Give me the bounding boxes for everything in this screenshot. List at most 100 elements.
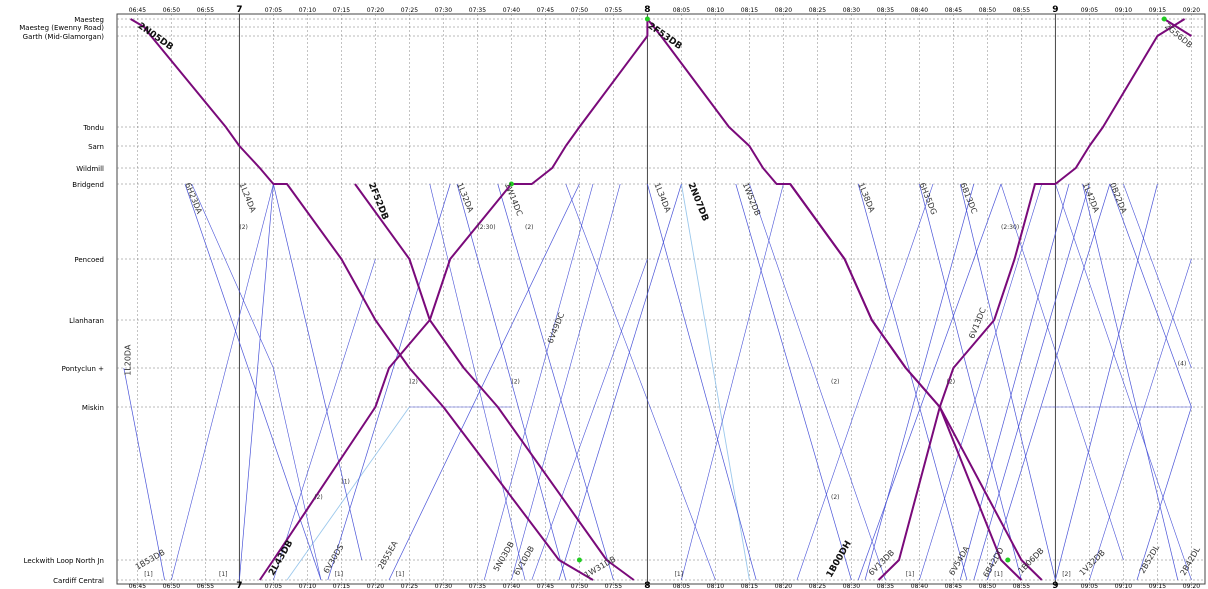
service-line [1082,183,1179,581]
plot-frame [116,13,1206,585]
service-line [558,183,682,581]
headcode-label: 1B53DB [134,548,167,572]
service-line [531,258,648,581]
service-line [1055,183,1192,581]
headcode-label: 6V54DA [947,544,971,577]
headcode-label: 1L42DA [1081,181,1101,214]
time-tick-top: 07:45 [537,7,554,14]
station-label: Maesteg (Ewenny Road) [19,24,104,32]
time-axis-bottom: 06:45 06:50 06:55 7 07:05 07:10 07:15 07:20 07:2… [129,581,1200,589]
time-tick-bottom: 06:45 [129,583,146,589]
time-tick-bottom: 09:15 [1149,583,1166,589]
headcode-label: 2B52DL [1138,543,1162,575]
dwell-note: (2:30) [1001,224,1019,231]
service-line [327,183,451,581]
service-line [483,183,594,581]
time-tick-top: 09:15 [1149,7,1166,14]
service-line [735,183,852,581]
service-line [429,183,526,581]
dwell-note: [1] [906,571,915,578]
time-tick-bottom: 08:45 [945,583,962,589]
time-tick-bottom: 07:15 [333,583,350,589]
time-tick-top: 07:15 [333,7,350,14]
time-tick-top: 06:50 [163,7,180,14]
dwell-note: [1] [396,571,405,578]
light-service-line [286,406,410,581]
time-tick-bottom: 06:50 [163,583,180,589]
service-line [864,183,975,581]
time-tick-bottom: 7 [236,581,242,589]
time-axis-top: 06:45 06:50 06:55 7 07:05 07:10 07:15 07:20 07:2… [129,5,1200,15]
meeting-point [1005,557,1011,563]
time-tick-bottom: 07:40 [503,583,520,589]
service-line [123,367,165,581]
time-tick-top: 07:40 [503,7,520,14]
time-tick-bottom: 07:55 [605,583,622,589]
time-tick-bottom: 8 [644,581,650,589]
time-tick-bottom: 07:50 [571,583,588,589]
service-line [857,183,1002,581]
time-tick-top: 08:35 [877,7,894,14]
time-tick-bottom: 09:10 [1115,583,1132,589]
service-line [919,183,1022,581]
service-line [959,183,1056,581]
headcode-label: 6V13DC [967,306,988,340]
time-tick-bottom: 08:20 [775,583,792,589]
headcode-label: 2L43DB [267,539,295,578]
time-tick-top: 07:05 [265,7,282,14]
station-label: Miskin [82,404,104,412]
dwell-note: [1] [994,571,1003,578]
time-tick-bottom: 08:25 [809,583,826,589]
time-tick-top: 07:10 [299,7,316,14]
headcode-label: 2B55EA [376,539,400,571]
time-tick-top: 07:25 [401,7,418,14]
time-tick-top: 7 [236,5,242,15]
station-label: Llanharan [69,317,104,325]
time-tick-top: 09:10 [1115,7,1132,14]
time-tick-bottom: 09:20 [1183,583,1200,589]
headcode-label: 2F53DB [646,21,684,52]
headcode-label: 1L24DA [238,181,258,214]
time-tick-top: 08:20 [775,7,792,14]
service-line [959,183,1070,581]
dwell-note: (2) [239,224,248,231]
time-tick-bottom: 07:25 [401,583,418,589]
highlight-service-line [877,18,1186,581]
time-tick-top: 07:35 [469,7,486,14]
service-line [973,183,1090,581]
station-label: Garth (Mid-Glamorgan) [23,33,105,41]
time-tick-top: 07:20 [367,7,384,14]
station-label: Pontyclun + [62,365,104,373]
service-line [565,183,716,581]
station-label: Tondu [82,124,104,132]
headcode-label: 1L32DA [455,181,475,214]
dwell-note: (1) [341,479,350,486]
dwell-note: [1] [144,571,153,578]
time-tick-top: 07:50 [571,7,588,14]
highlight-service-line [130,18,594,581]
time-tick-bottom: 08:35 [877,583,894,589]
meeting-point [508,181,514,187]
highlight-service-line [646,18,1043,581]
time-tick-bottom: 9 [1052,581,1058,589]
station-label: Cardiff Central [53,577,104,585]
time-tick-bottom: 08:05 [673,583,690,589]
time-tick-bottom: 08:10 [707,583,724,589]
time-tick-top: 07:55 [605,7,622,14]
station-label: Pencoed [74,256,104,264]
headcode-label: 1L20DA [124,344,133,376]
time-tick-top: 08:30 [843,7,860,14]
time-tick-bottom: 07:20 [367,583,384,589]
time-tick-top: 08:25 [809,7,826,14]
time-tick-bottom: 07:05 [265,583,282,589]
service-line [273,367,322,581]
highlight-service-line [789,183,1023,581]
service-line [1000,183,1124,561]
service-line [191,183,274,369]
time-tick-bottom: 08:40 [911,583,928,589]
time-tick-top: 07:30 [435,7,452,14]
time-tick-bottom: 08:30 [843,583,860,589]
